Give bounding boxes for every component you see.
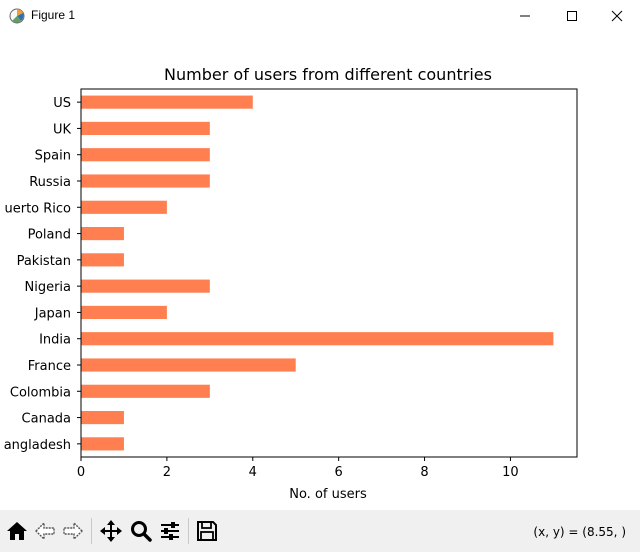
y-tick-label: US bbox=[53, 96, 71, 111]
configure-subplots-button[interactable] bbox=[158, 519, 182, 543]
window-titlebar: Figure 1 bbox=[0, 0, 640, 33]
maximize-icon bbox=[567, 11, 577, 21]
bar bbox=[81, 200, 167, 214]
y-tick-label: Poland bbox=[28, 228, 71, 243]
pan-icon bbox=[100, 520, 122, 542]
x-axis-label: No. of users bbox=[289, 487, 367, 502]
bar bbox=[81, 384, 210, 398]
pan-button[interactable] bbox=[99, 519, 123, 543]
bar bbox=[81, 121, 210, 135]
y-tick-label: Nigeria bbox=[24, 280, 71, 295]
chart-title: Number of users from different countries bbox=[164, 65, 492, 84]
minimize-button[interactable] bbox=[502, 0, 548, 32]
y-tick-label: Japan bbox=[34, 306, 71, 321]
bar bbox=[81, 148, 210, 162]
bar bbox=[81, 253, 124, 267]
y-tick-label: angladesh bbox=[4, 438, 71, 453]
y-tick-label: Russia bbox=[29, 175, 71, 190]
y-tick-label: uerto Rico bbox=[4, 201, 71, 216]
bar-chart: Number of users from different countries… bbox=[4, 65, 578, 502]
toolbar-separator bbox=[91, 518, 92, 544]
home-icon bbox=[7, 522, 27, 540]
y-tick-label: Canada bbox=[22, 412, 71, 427]
axes-frame bbox=[80, 88, 578, 458]
plot-area: angladesh Canada Colombia France India Japan N… bbox=[4, 88, 578, 480]
maximize-button[interactable] bbox=[549, 0, 595, 32]
y-tick-label: India bbox=[39, 333, 71, 348]
bar bbox=[81, 174, 210, 188]
bar bbox=[81, 358, 296, 372]
window-title: Figure 1 bbox=[31, 8, 76, 22]
save-icon bbox=[197, 521, 217, 541]
x-tick-label: 10 bbox=[502, 465, 519, 480]
bar bbox=[81, 227, 124, 241]
zoom-button[interactable] bbox=[129, 519, 153, 543]
close-icon bbox=[611, 10, 623, 22]
toolbar-separator bbox=[188, 518, 189, 544]
y-tick-label: Spain bbox=[35, 149, 71, 164]
matplotlib-figure-icon bbox=[9, 8, 25, 24]
y-tick-label: Pakistan bbox=[17, 254, 71, 269]
configure-subplots-icon bbox=[161, 522, 179, 540]
x-tick-label: 6 bbox=[335, 465, 343, 480]
minimize-icon bbox=[520, 15, 530, 17]
x-tick-label: 2 bbox=[163, 465, 171, 480]
y-tick-label: Colombia bbox=[10, 385, 71, 400]
x-tick-label: 0 bbox=[77, 465, 85, 480]
bar bbox=[81, 437, 124, 451]
figure-canvas[interactable]: Number of users from different countries… bbox=[0, 32, 640, 510]
x-tick-label: 4 bbox=[249, 465, 257, 480]
bar bbox=[81, 332, 554, 346]
y-tick-label: France bbox=[28, 359, 71, 374]
bar bbox=[81, 279, 210, 293]
y-tick-label: UK bbox=[53, 122, 72, 137]
back-button[interactable] bbox=[33, 519, 57, 543]
forward-icon bbox=[63, 521, 83, 541]
bar bbox=[81, 95, 253, 109]
bar bbox=[81, 305, 167, 319]
cursor-coordinates: (x, y) = (8.55, ) bbox=[533, 525, 626, 539]
forward-button[interactable] bbox=[61, 519, 85, 543]
close-button[interactable] bbox=[594, 0, 640, 32]
back-icon bbox=[35, 521, 55, 541]
x-tick-label: 8 bbox=[420, 465, 428, 480]
navigation-toolbar: (x, y) = (8.55, ) bbox=[0, 510, 640, 552]
save-button[interactable] bbox=[195, 519, 219, 543]
zoom-icon bbox=[131, 521, 152, 542]
bar bbox=[81, 411, 124, 425]
home-button[interactable] bbox=[5, 519, 29, 543]
